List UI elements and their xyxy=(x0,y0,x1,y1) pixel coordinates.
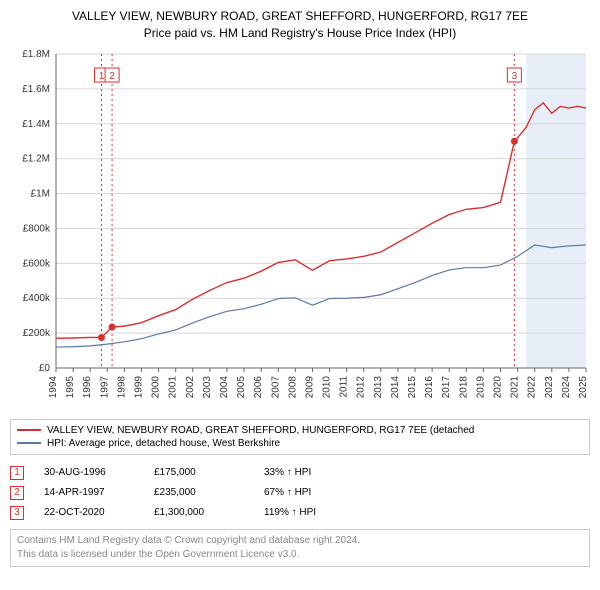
svg-text:2005: 2005 xyxy=(236,375,247,398)
price-chart: £0 £200k £400k £600k £800k £1M £1.2M £1.4M £1.6M… xyxy=(10,48,590,413)
marker-badge: 3 xyxy=(10,506,24,520)
svg-text:2013: 2013 xyxy=(373,375,384,398)
marker-date: 22-OCT-2020 xyxy=(44,507,134,518)
svg-text:1999: 1999 xyxy=(133,375,144,398)
svg-text:2009: 2009 xyxy=(304,375,315,398)
svg-text:£400k: £400k xyxy=(23,293,51,304)
svg-text:2019: 2019 xyxy=(475,375,486,398)
svg-text:2011: 2011 xyxy=(339,375,350,397)
svg-text:2008: 2008 xyxy=(287,375,298,398)
svg-text:£600k: £600k xyxy=(23,258,51,269)
svg-text:2024: 2024 xyxy=(561,375,572,398)
svg-text:2021: 2021 xyxy=(510,375,521,398)
svg-text:2023: 2023 xyxy=(544,375,555,398)
marker-pct: 33% ↑ HPI xyxy=(264,467,354,478)
attribution-line2: This data is licensed under the Open Gov… xyxy=(17,548,583,562)
marker-price: £235,000 xyxy=(154,487,244,498)
marker-date: 30-AUG-1996 xyxy=(44,467,134,478)
svg-text:2: 2 xyxy=(109,71,115,82)
svg-text:2004: 2004 xyxy=(219,375,230,398)
legend-swatch xyxy=(17,429,41,431)
marker-num: 1 xyxy=(14,467,20,478)
svg-text:2015: 2015 xyxy=(407,375,418,398)
marker-badge: 2 xyxy=(10,486,24,500)
marker-price: £1,300,000 xyxy=(154,507,244,518)
svg-text:2007: 2007 xyxy=(270,375,281,398)
svg-text:2017: 2017 xyxy=(441,375,452,398)
marker-num: 3 xyxy=(14,507,20,518)
svg-text:2014: 2014 xyxy=(390,375,401,398)
marker-pct: 119% ↑ HPI xyxy=(264,507,354,518)
svg-text:£1.4M: £1.4M xyxy=(22,118,50,129)
svg-text:2025: 2025 xyxy=(578,375,589,398)
legend-swatch xyxy=(17,442,41,444)
svg-text:2000: 2000 xyxy=(151,375,162,398)
svg-text:1997: 1997 xyxy=(99,375,110,398)
legend: VALLEY VIEW, NEWBURY ROAD, GREAT SHEFFOR… xyxy=(10,419,590,455)
svg-text:2012: 2012 xyxy=(356,375,367,398)
sale-markers-table: 1 30-AUG-1996 £175,000 33% ↑ HPI 2 14-AP… xyxy=(10,463,590,523)
svg-text:2006: 2006 xyxy=(253,375,264,398)
svg-text:£200k: £200k xyxy=(23,328,51,339)
svg-text:2018: 2018 xyxy=(458,375,469,398)
svg-text:£800k: £800k xyxy=(23,223,51,234)
svg-text:3: 3 xyxy=(512,71,518,82)
svg-text:1996: 1996 xyxy=(82,375,93,398)
chart-svg: £0 £200k £400k £600k £800k £1M £1.2M £1.4M £1.6M… xyxy=(10,48,590,408)
svg-text:1: 1 xyxy=(99,71,105,82)
svg-text:2003: 2003 xyxy=(202,375,213,398)
title-line1: VALLEY VIEW, NEWBURY ROAD, GREAT SHEFFOR… xyxy=(10,8,590,25)
marker-badge: 1 xyxy=(10,466,24,480)
marker-price: £175,000 xyxy=(154,467,244,478)
svg-text:2022: 2022 xyxy=(527,375,538,398)
attribution-line1: Contains HM Land Registry data © Crown c… xyxy=(17,534,583,548)
legend-label: HPI: Average price, detached house, West… xyxy=(47,438,280,449)
legend-item-property: VALLEY VIEW, NEWBURY ROAD, GREAT SHEFFOR… xyxy=(17,424,583,437)
svg-text:2016: 2016 xyxy=(424,375,435,398)
svg-text:2002: 2002 xyxy=(185,375,196,398)
svg-text:1995: 1995 xyxy=(65,375,76,398)
svg-text:£1M: £1M xyxy=(31,188,50,199)
svg-text:1994: 1994 xyxy=(48,375,59,398)
marker-num: 2 xyxy=(14,487,20,498)
marker-pct: 67% ↑ HPI xyxy=(264,487,354,498)
marker-row: 1 30-AUG-1996 £175,000 33% ↑ HPI xyxy=(10,463,590,483)
svg-text:2020: 2020 xyxy=(493,375,504,398)
svg-text:2001: 2001 xyxy=(168,375,179,398)
svg-text:£1.2M: £1.2M xyxy=(22,153,50,164)
chart-title: VALLEY VIEW, NEWBURY ROAD, GREAT SHEFFOR… xyxy=(10,8,590,42)
marker-date: 14-APR-1997 xyxy=(44,487,134,498)
svg-text:2010: 2010 xyxy=(322,375,333,398)
attribution: Contains HM Land Registry data © Crown c… xyxy=(10,529,590,567)
legend-label: VALLEY VIEW, NEWBURY ROAD, GREAT SHEFFOR… xyxy=(47,425,474,436)
legend-item-hpi: HPI: Average price, detached house, West… xyxy=(17,437,583,450)
marker-row: 2 14-APR-1997 £235,000 67% ↑ HPI xyxy=(10,483,590,503)
svg-text:£0: £0 xyxy=(39,363,51,374)
svg-text:£1.6M: £1.6M xyxy=(22,83,50,94)
title-line2: Price paid vs. HM Land Registry's House … xyxy=(10,25,590,42)
svg-text:1998: 1998 xyxy=(116,375,127,398)
marker-row: 3 22-OCT-2020 £1,300,000 119% ↑ HPI xyxy=(10,503,590,523)
svg-text:£1.8M: £1.8M xyxy=(22,49,50,60)
